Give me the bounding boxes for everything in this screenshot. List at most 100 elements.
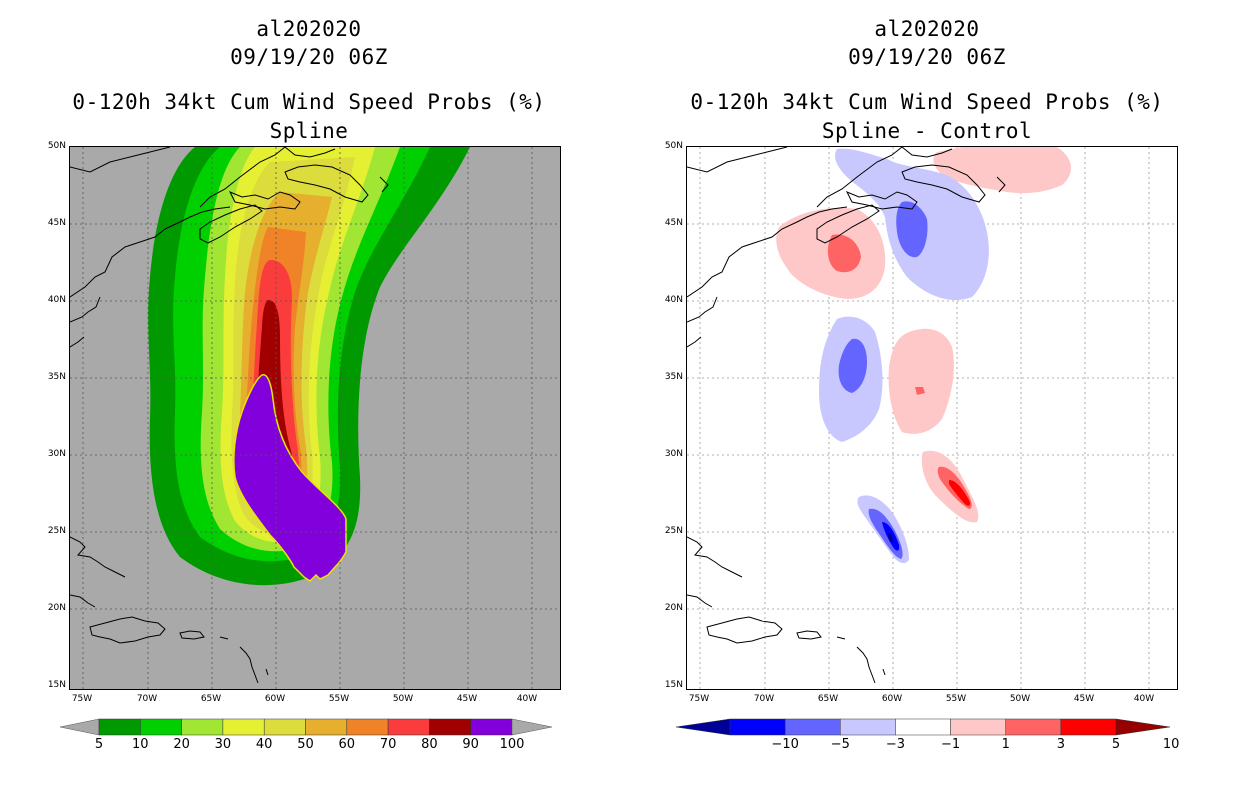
positive-anomaly [827,234,861,273]
colorbar-label: 10 [132,737,149,752]
lat-label: 20N [664,603,683,613]
colorbar-label: −1 [940,737,961,752]
lon-label: 40W [516,694,538,704]
lon-label: 45W [1073,694,1095,704]
colorbar-label: −3 [885,737,905,752]
left-panel: al202020 09/19/20 06Z 0-120h 34kt Cum Wi… [47,17,561,752]
lon-label: 65W [200,694,222,704]
colorbar-cell [305,718,348,736]
colorbar-cell [1060,718,1117,736]
colorbar-label: 30 [214,737,232,752]
negative-anomaly [838,338,867,393]
negative-anomaly [887,533,893,542]
subtitle: Spline - Control [821,119,1033,143]
lat-label: 15N [47,680,66,690]
lat-label: 35N [47,372,66,382]
colorbar-cell [784,718,841,736]
lon-label: 55W [945,694,967,704]
colorbar-cell [1005,718,1062,736]
lat-label: 45N [47,218,66,228]
colorbar [675,718,1171,736]
lon-label: 75W [71,694,93,704]
colorbar-cell [840,718,896,736]
storm-id: al202020 [256,17,362,41]
colorbar-cell [470,718,513,736]
probability-map [69,146,561,690]
colorbar-cell [263,718,306,736]
colorbar-label: 70 [379,737,397,752]
colorbar-label: 60 [338,737,356,752]
positive-anomaly [915,387,925,395]
lat-label: 15N [664,680,683,690]
colorbar-arrow-high [1115,718,1171,736]
lon-label: 45W [456,694,478,704]
colorbar-label: −5 [830,737,850,752]
lat-label: 45N [664,218,683,228]
lon-label: 55W [328,694,350,704]
colorbar-label: 5 [1111,737,1121,752]
lon-label: 60W [881,694,903,704]
lat-label: 20N [47,603,66,613]
lon-label: 70W [753,694,775,704]
colorbar-label: 3 [1056,737,1065,752]
colorbar-cell [729,718,786,736]
colorbar-arrow-low [675,718,731,736]
product-title: 0-120h 34kt Cum Wind Speed Probs (%) [72,90,546,114]
colorbar-cell [140,718,182,736]
datetime: 09/19/20 06Z [230,45,388,69]
colorbar-cell [387,718,430,736]
lat-label: 50N [664,141,683,151]
colorbar-cell [98,718,141,736]
colorbar-cell [950,718,1006,736]
lat-label: 30N [47,449,66,459]
lat-label: 30N [664,449,683,459]
colorbar-label: 50 [297,737,314,752]
lat-label: 35N [664,372,683,382]
colorbar-label: −10 [771,737,799,752]
lon-label: 75W [688,694,710,704]
lat-label: 25N [47,526,66,536]
subtitle: Spline [269,119,349,143]
datetime: 09/19/20 06Z [848,45,1006,69]
lat-label: 40N [47,295,66,305]
lat-label: 50N [47,141,66,151]
colorbar-arrow-high [511,718,553,736]
storm-id: al202020 [874,17,980,41]
right-panel: al202020 09/19/20 06Z 0-120h 34kt Cum Wi… [618,0,1236,800]
band-90 [233,374,347,582]
lat-label: 25N [664,526,683,536]
colorbar-label: 5 [94,737,104,752]
colorbar-cell [346,718,389,736]
difference-map [686,146,1178,690]
colorbar-arrow-low [59,718,100,736]
lon-label: 40W [1133,694,1155,704]
difference-contours [687,147,1177,689]
colorbar-cell [429,718,471,736]
coastlines [687,147,1006,684]
colorbar-label: 10 [1162,737,1180,752]
lon-label: 70W [136,694,158,704]
colorbar-label: 100 [499,737,525,752]
colorbar [59,718,553,736]
lon-label: 65W [817,694,839,704]
colorbar-cell [222,718,265,736]
lon-label: 50W [1009,694,1031,704]
gridlines [70,147,560,689]
lon-label: 50W [392,694,414,704]
colorbar-label: 90 [462,737,479,752]
probability-contours [70,147,560,689]
negative-anomaly [896,201,928,258]
colorbar-cell [181,718,224,736]
colorbar-label: 80 [421,737,438,752]
coastlines [70,147,389,684]
colorbar-cell [895,718,951,736]
positive-anomaly [949,480,971,506]
colorbar-label: 40 [255,737,273,752]
positive-anomaly [933,147,1072,194]
colorbar-label: 1 [1001,737,1010,752]
lon-label: 60W [264,694,286,704]
colorbar-label: 20 [173,737,190,752]
product-title: 0-120h 34kt Cum Wind Speed Probs (%) [690,90,1164,114]
lat-label: 40N [664,295,683,305]
positive-anomaly [888,328,954,434]
